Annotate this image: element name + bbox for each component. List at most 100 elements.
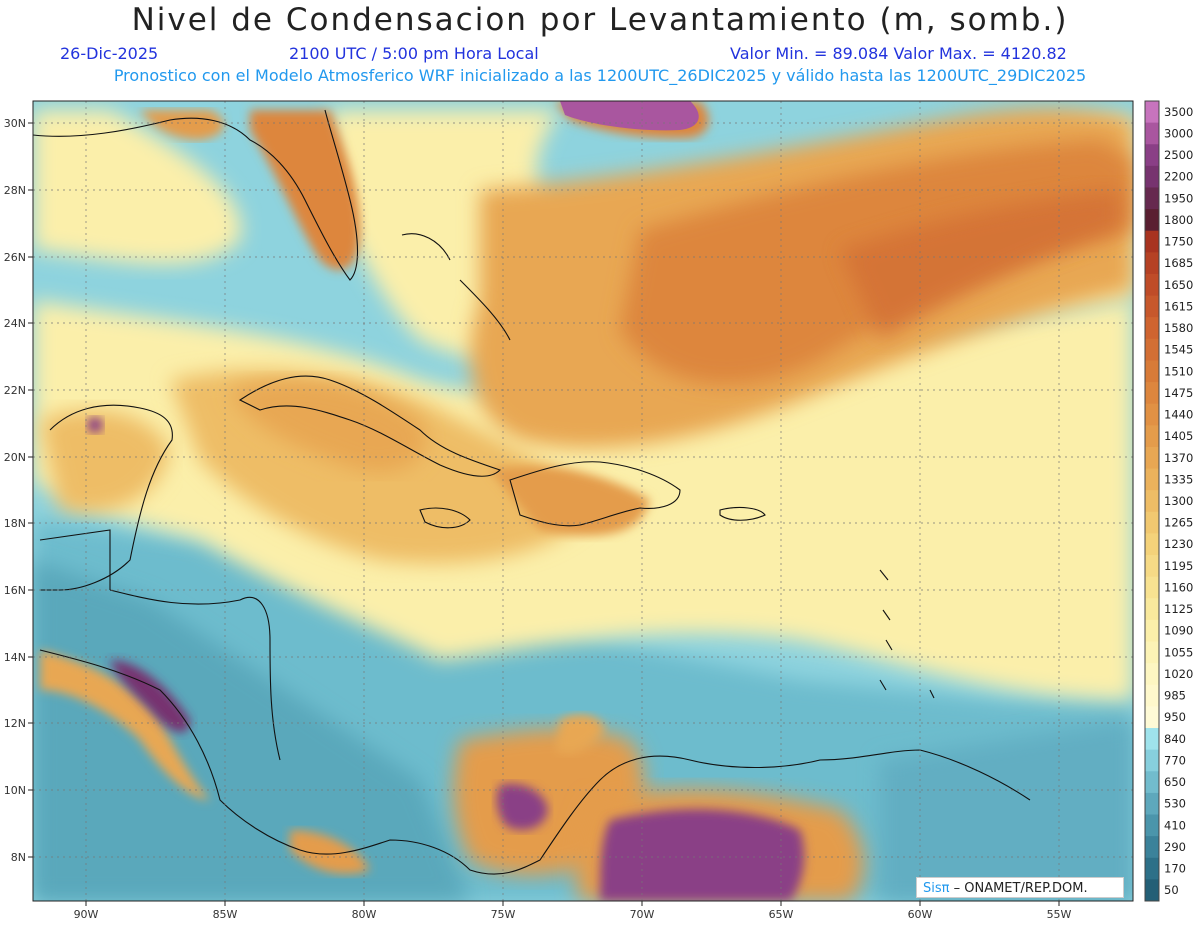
lat-label: 8N [11,851,26,864]
chart-title: Nivel de Condensacion por Levantamiento … [131,2,1069,38]
colorbar-swatch [1145,684,1159,707]
colorbar-swatch [1145,511,1159,534]
colorbar-swatch [1145,230,1159,253]
colorbar-label: 650 [1164,775,1186,789]
lat-label: 10N [4,784,26,797]
map-credit: Sisπ – ONAMET/REP.DOM. [916,877,1124,898]
colorbar-swatch [1145,403,1159,426]
model-description: Pronostico con el Modelo Atmosferico WRF… [113,66,1087,85]
colorbar-swatch [1145,209,1159,232]
colorbar-label: 1370 [1164,451,1193,465]
colorbar-label: 1195 [1164,559,1193,573]
lon-label: 85W [213,908,238,921]
colorbar-label: 1230 [1164,537,1193,551]
colorbar-swatch [1145,382,1159,405]
colorbar-swatch [1145,468,1159,491]
colorbar-label: 1335 [1164,472,1193,486]
colorbar-swatch [1145,706,1159,729]
lon-label: 65W [769,908,794,921]
colorbar-label: 840 [1164,732,1186,746]
axis-ticks [28,122,1060,906]
lat-label: 14N [4,651,26,664]
colorbar-frame [1144,100,1160,902]
colorbar-swatch [1145,879,1159,902]
lon-label: 75W [491,908,516,921]
colorbar: 3500 3000 2500 2200 1950 1800 1750 1685 1650 1615… [1144,100,1193,902]
colorbar-label: 1750 [1164,235,1193,249]
colorbar-label: 3500 [1164,105,1193,119]
forecast-time: 2100 UTC / 5:00 pm Hora Local [289,44,539,63]
colorbar-swatch [1145,533,1159,556]
lat-label: 12N [4,717,26,730]
colorbar-swatch [1145,317,1159,340]
colorbar-swatch [1145,857,1159,880]
colorbar-label: 1545 [1164,343,1193,357]
colorbar-label: 1055 [1164,645,1193,659]
colorbar-label: 170 [1164,862,1186,876]
colorbar-label: 1475 [1164,386,1193,400]
onamet-label: – ONAMET/REP.DOM. [949,881,1088,896]
latitude-labels: 30N 28N 26N 24N 22N 20N 18N 16N 14N 12N … [4,117,26,864]
graticule [33,101,1133,901]
min-max-values: Valor Min. = 89.084 Valor Max. = 4120.82 [730,44,1067,63]
lat-label: 16N [4,584,26,597]
map-frame [32,100,1134,902]
lat-label: 22N [4,384,26,397]
colorbar-label: 530 [1164,797,1186,811]
colorbar-label: 1510 [1164,364,1193,378]
colorbar-swatch [1145,576,1159,599]
colorbar-label: 1090 [1164,624,1193,638]
lon-label: 80W [352,908,377,921]
colorbar-label: 1125 [1164,602,1193,616]
colorbar-label: 1685 [1164,256,1193,270]
colorbar-swatch [1145,252,1159,275]
colorbar-swatch [1145,187,1159,210]
colorbar-label: 1300 [1164,494,1193,508]
colorbar-swatch [1145,619,1159,643]
colorbar-swatch [1145,338,1159,361]
colorbar-label: 985 [1164,689,1186,703]
colorbar-label: 410 [1164,818,1186,832]
colorbar-label: 3000 [1164,126,1193,140]
lon-label: 70W [630,908,655,921]
colorbar-swatch [1145,598,1159,621]
colorbar-swatch [1145,425,1159,448]
sispi-brand: Sisπ [923,881,950,896]
colorbar-swatch [1145,165,1159,188]
lat-label: 30N [4,117,26,130]
colorbar-label: 50 [1164,883,1179,897]
colorbar-label: 1800 [1164,213,1193,227]
colorbar-label: 770 [1164,753,1186,767]
colorbar-swatch [1145,663,1159,686]
colorbar-swatch [1145,101,1159,124]
colorbar-swatch [1145,295,1159,318]
lat-label: 26N [4,251,26,264]
lat-label: 28N [4,184,26,197]
colorbar-label: 1020 [1164,667,1193,681]
colorbar-swatch [1145,792,1159,816]
colorbar-swatch [1145,555,1159,578]
colorbar-label: 1580 [1164,321,1193,335]
colorbar-swatch [1145,749,1159,772]
colorbar-swatch [1145,641,1159,664]
colorbar-swatch [1145,122,1159,145]
colorbar-label: 2500 [1164,148,1193,162]
colorbar-swatch [1145,360,1159,383]
colorbar-swatch [1145,836,1159,859]
colorbar-swatch [1145,814,1159,837]
colorbar-swatch [1145,490,1159,513]
lon-label: 90W [74,908,99,921]
colorbar-swatch [1145,144,1159,167]
colorbar-label: 290 [1164,840,1186,854]
colorbar-swatch [1145,273,1159,297]
colorbar-label: 1440 [1164,408,1193,422]
lat-label: 20N [4,451,26,464]
colorbar-swatch [1145,771,1159,794]
colorbar-swatch [1145,446,1159,470]
coastlines [33,109,1031,875]
forecast-date: 26-Dic-2025 [60,44,159,63]
colorbar-label: 950 [1164,710,1186,724]
colorbar-label: 1950 [1164,191,1193,205]
lat-label: 18N [4,517,26,530]
